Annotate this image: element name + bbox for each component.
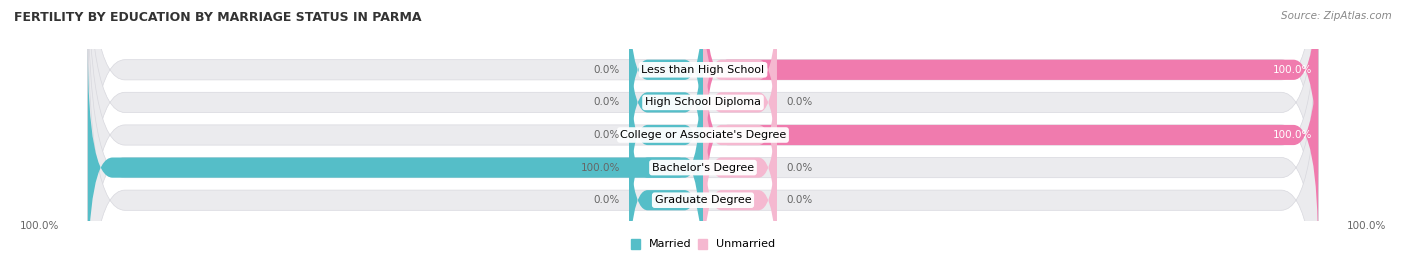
FancyBboxPatch shape	[703, 80, 778, 255]
Text: 100.0%: 100.0%	[581, 163, 620, 173]
Legend: Married, Unmarried: Married, Unmarried	[627, 234, 779, 254]
Text: High School Diploma: High School Diploma	[645, 97, 761, 107]
FancyBboxPatch shape	[87, 0, 1319, 270]
Text: 0.0%: 0.0%	[593, 130, 620, 140]
Text: 100.0%: 100.0%	[1272, 65, 1312, 75]
FancyBboxPatch shape	[703, 47, 778, 223]
FancyBboxPatch shape	[703, 15, 778, 190]
Text: 100.0%: 100.0%	[20, 221, 59, 231]
Text: 0.0%: 0.0%	[786, 195, 813, 205]
Text: 100.0%: 100.0%	[1347, 221, 1386, 231]
Text: 0.0%: 0.0%	[593, 195, 620, 205]
FancyBboxPatch shape	[630, 15, 703, 190]
Text: Graduate Degree: Graduate Degree	[655, 195, 751, 205]
Text: Bachelor's Degree: Bachelor's Degree	[652, 163, 754, 173]
Text: 0.0%: 0.0%	[786, 163, 813, 173]
FancyBboxPatch shape	[87, 0, 1319, 270]
Text: Source: ZipAtlas.com: Source: ZipAtlas.com	[1281, 11, 1392, 21]
FancyBboxPatch shape	[87, 0, 1319, 270]
FancyBboxPatch shape	[703, 0, 1319, 190]
FancyBboxPatch shape	[703, 0, 778, 157]
FancyBboxPatch shape	[630, 113, 703, 270]
FancyBboxPatch shape	[87, 15, 1319, 270]
FancyBboxPatch shape	[703, 15, 1319, 255]
FancyBboxPatch shape	[630, 0, 703, 157]
Text: 0.0%: 0.0%	[593, 97, 620, 107]
FancyBboxPatch shape	[630, 80, 703, 255]
Text: Less than High School: Less than High School	[641, 65, 765, 75]
Text: 0.0%: 0.0%	[786, 97, 813, 107]
Text: College or Associate's Degree: College or Associate's Degree	[620, 130, 786, 140]
Text: 0.0%: 0.0%	[593, 65, 620, 75]
FancyBboxPatch shape	[87, 0, 1319, 255]
Text: 100.0%: 100.0%	[1272, 130, 1312, 140]
FancyBboxPatch shape	[87, 47, 703, 270]
FancyBboxPatch shape	[630, 47, 703, 223]
FancyBboxPatch shape	[703, 113, 778, 270]
Text: FERTILITY BY EDUCATION BY MARRIAGE STATUS IN PARMA: FERTILITY BY EDUCATION BY MARRIAGE STATU…	[14, 11, 422, 24]
